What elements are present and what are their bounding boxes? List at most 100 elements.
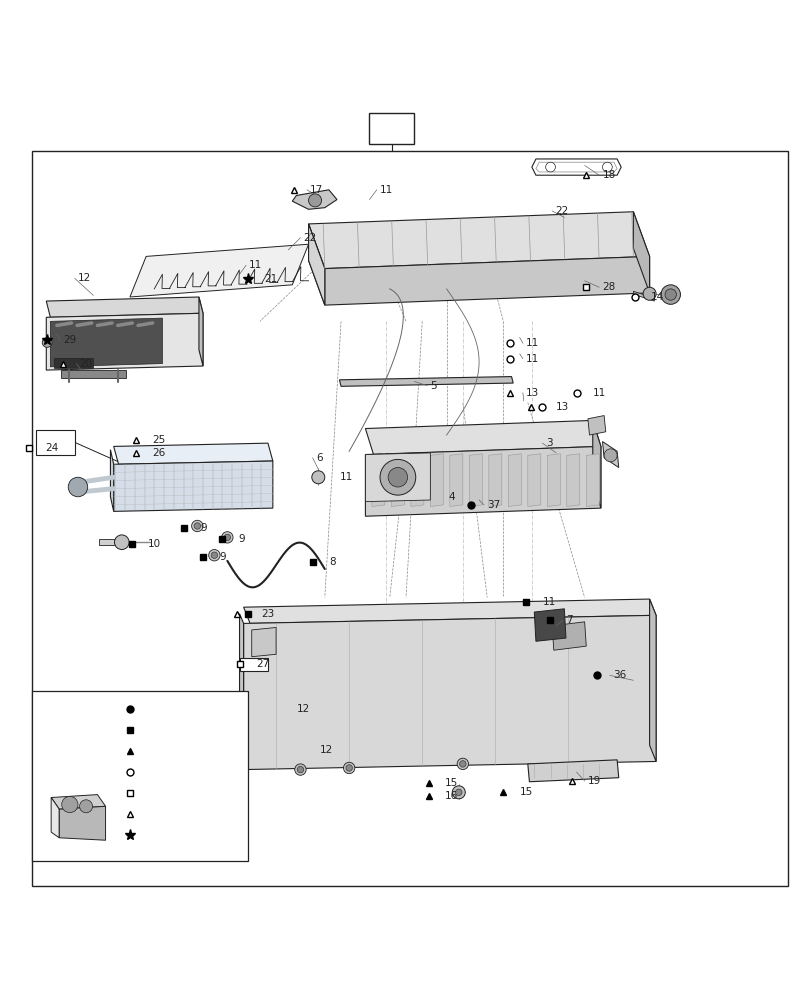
Text: 20: 20 (79, 359, 92, 369)
Text: 29: 29 (63, 335, 76, 345)
Polygon shape (488, 454, 501, 506)
Bar (32, 691, 247, 861)
Polygon shape (292, 190, 337, 209)
Polygon shape (469, 454, 482, 506)
Circle shape (642, 287, 655, 300)
Circle shape (603, 449, 616, 462)
Circle shape (660, 285, 680, 304)
Text: 17: 17 (310, 185, 323, 195)
Polygon shape (240, 658, 268, 671)
Text: = 32: = 32 (144, 767, 168, 777)
Polygon shape (592, 420, 600, 508)
Circle shape (62, 796, 78, 813)
Circle shape (388, 468, 407, 487)
Text: 7: 7 (565, 615, 572, 625)
Circle shape (602, 162, 611, 172)
Text: 11: 11 (526, 338, 539, 348)
Text: 11: 11 (526, 354, 539, 364)
Polygon shape (365, 420, 600, 455)
Text: 16: 16 (444, 791, 457, 801)
Circle shape (452, 786, 465, 799)
Text: 11: 11 (542, 597, 555, 607)
Polygon shape (527, 454, 540, 506)
Polygon shape (410, 454, 423, 506)
Text: 5: 5 (430, 381, 436, 391)
Text: 24: 24 (45, 443, 58, 453)
Text: 28: 28 (602, 282, 615, 292)
Polygon shape (551, 622, 586, 650)
Circle shape (311, 471, 324, 484)
Circle shape (211, 552, 217, 558)
Text: 1: 1 (388, 122, 395, 135)
Circle shape (343, 762, 354, 774)
Text: 22: 22 (555, 206, 568, 216)
Text: 9: 9 (219, 552, 225, 562)
Text: 22: 22 (303, 233, 316, 243)
Text: 25: 25 (152, 435, 165, 445)
Polygon shape (547, 454, 560, 506)
Bar (369, 113, 414, 144)
Text: = 34: = 34 (144, 809, 168, 819)
Text: 9: 9 (238, 534, 245, 544)
Text: = 2: = 2 (144, 704, 162, 714)
Bar (36, 430, 75, 455)
Text: 13: 13 (526, 388, 539, 398)
Circle shape (191, 520, 203, 532)
Polygon shape (534, 609, 565, 641)
Polygon shape (114, 443, 272, 464)
Circle shape (345, 765, 352, 771)
Polygon shape (508, 454, 521, 506)
Circle shape (294, 764, 306, 775)
Text: 36: 36 (612, 670, 625, 680)
Circle shape (224, 534, 230, 541)
Text: = 35: = 35 (144, 830, 168, 840)
Text: 9: 9 (200, 523, 207, 533)
Polygon shape (365, 446, 600, 516)
Polygon shape (371, 454, 384, 506)
Circle shape (42, 338, 52, 347)
Text: 15: 15 (519, 787, 532, 797)
Text: = 30: = 30 (144, 725, 168, 735)
Text: KIT: KIT (46, 815, 61, 824)
Text: = 31: = 31 (144, 746, 168, 756)
Polygon shape (365, 453, 430, 502)
Text: 14: 14 (650, 292, 663, 302)
Polygon shape (199, 297, 203, 366)
Polygon shape (308, 224, 324, 305)
Circle shape (664, 289, 676, 300)
Text: 8: 8 (329, 557, 336, 567)
Text: 10: 10 (148, 539, 161, 549)
Polygon shape (602, 442, 618, 468)
Polygon shape (51, 795, 105, 809)
Polygon shape (243, 615, 655, 770)
Polygon shape (46, 313, 203, 370)
Circle shape (455, 789, 461, 796)
Polygon shape (566, 454, 579, 506)
Polygon shape (54, 358, 93, 368)
Circle shape (68, 477, 88, 497)
Text: 24: 24 (49, 437, 62, 447)
Polygon shape (50, 318, 162, 367)
Circle shape (208, 550, 220, 561)
Polygon shape (61, 370, 126, 378)
Circle shape (380, 459, 415, 495)
Polygon shape (339, 377, 513, 386)
Polygon shape (99, 539, 120, 545)
Polygon shape (430, 454, 443, 506)
Polygon shape (649, 599, 655, 761)
Text: 21: 21 (264, 274, 277, 284)
Text: 11: 11 (339, 472, 352, 482)
Circle shape (194, 523, 200, 529)
Circle shape (114, 535, 129, 550)
Polygon shape (391, 454, 404, 506)
Text: 11: 11 (249, 260, 262, 270)
Polygon shape (130, 244, 308, 297)
Text: 15: 15 (444, 778, 457, 788)
Text: 3: 3 (545, 438, 551, 448)
Text: 23: 23 (261, 609, 274, 619)
Polygon shape (114, 461, 272, 511)
Text: 12: 12 (78, 273, 91, 283)
Text: 19: 19 (587, 776, 600, 786)
Text: = 33: = 33 (144, 788, 168, 798)
Polygon shape (587, 416, 605, 435)
